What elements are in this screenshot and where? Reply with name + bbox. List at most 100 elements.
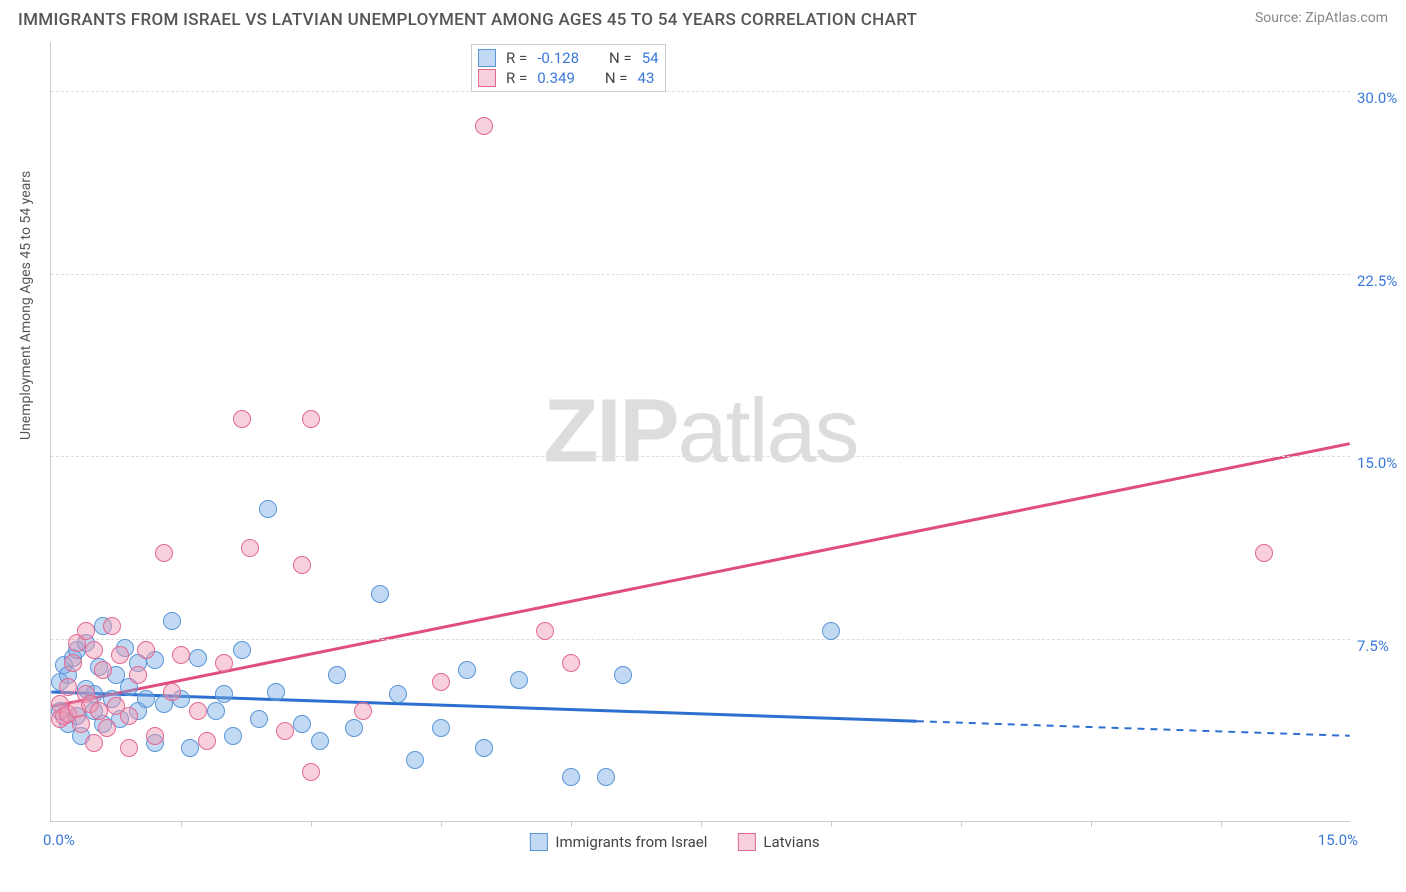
scatter-point [562, 654, 580, 672]
scatter-point [475, 117, 493, 135]
scatter-point [562, 768, 580, 786]
scatter-point [276, 722, 294, 740]
scatter-point [77, 622, 95, 640]
legend-n-label: N = [605, 69, 628, 87]
scatter-point [1255, 544, 1273, 562]
source-label: Source: ZipAtlas.com [1255, 10, 1388, 26]
scatter-point [822, 622, 840, 640]
scatter-point [198, 732, 216, 750]
legend-n-label: N = [609, 49, 632, 67]
y-axis-label: Unemployment Among Ages 45 to 54 years [18, 171, 34, 440]
scatter-point [207, 702, 225, 720]
series-legend-label: Latvians [763, 833, 819, 851]
scatter-point [64, 654, 82, 672]
scatter-point [293, 556, 311, 574]
scatter-point [293, 715, 311, 733]
x-minor-tick [181, 821, 182, 827]
scatter-point [250, 710, 268, 728]
watermark: ZIPatlas [543, 380, 857, 483]
chart-title: IMMIGRANTS FROM ISRAEL VS LATVIAN UNEMPL… [18, 10, 917, 30]
scatter-point [155, 544, 173, 562]
scatter-point [146, 727, 164, 745]
legend-r-value: -0.128 [537, 49, 579, 67]
scatter-point [129, 666, 147, 684]
legend-r-label: R = [506, 49, 527, 67]
scatter-point [406, 751, 424, 769]
scatter-point [432, 719, 450, 737]
x-tick-left: 0.0% [43, 831, 75, 849]
trend-line-dashed [917, 721, 1350, 736]
scatter-point [389, 685, 407, 703]
scatter-point [189, 649, 207, 667]
scatter-point [215, 685, 233, 703]
x-minor-tick [311, 821, 312, 827]
series-legend-item: Latvians [737, 833, 819, 851]
scatter-point [111, 646, 129, 664]
watermark-bold: ZIP [543, 381, 677, 481]
y-tick-label: 30.0% [1357, 89, 1406, 107]
scatter-point [614, 666, 632, 684]
scatter-point [328, 666, 346, 684]
gridline [51, 274, 1350, 275]
scatter-point [233, 641, 251, 659]
scatter-point [224, 727, 242, 745]
scatter-point [137, 690, 155, 708]
trend-line-solid [51, 444, 1349, 707]
scatter-point [432, 673, 450, 691]
x-minor-tick [831, 821, 832, 827]
series-legend-item: Immigrants from Israel [529, 833, 707, 851]
y-tick-label: 22.5% [1357, 272, 1406, 290]
x-minor-tick [1221, 821, 1222, 827]
scatter-point [90, 702, 108, 720]
scatter-point [259, 500, 277, 518]
x-minor-tick [961, 821, 962, 827]
plot-area: ZIPatlas 7.5%15.0%22.5%30.0%0.0%15.0%R =… [50, 42, 1350, 822]
series-legend: Immigrants from Israel Latvians [529, 833, 819, 851]
legend-r-value: 0.349 [537, 69, 575, 87]
scatter-point [241, 539, 259, 557]
legend-r-label: R = [506, 69, 527, 87]
scatter-point [59, 678, 77, 696]
x-minor-tick [701, 821, 702, 827]
scatter-point [172, 646, 190, 664]
legend-swatch [737, 833, 755, 851]
scatter-point [85, 734, 103, 752]
trend-lines-svg [51, 42, 1350, 821]
scatter-point [354, 702, 372, 720]
scatter-point [371, 585, 389, 603]
scatter-point [181, 739, 199, 757]
x-minor-tick [1091, 821, 1092, 827]
legend-swatch [529, 833, 547, 851]
x-minor-tick [571, 821, 572, 827]
y-tick-label: 15.0% [1357, 454, 1406, 472]
gridline [51, 639, 1350, 640]
gridline [51, 456, 1350, 457]
gridline [51, 91, 1350, 92]
scatter-point [302, 763, 320, 781]
legend-n-value: 43 [638, 69, 655, 87]
scatter-point [85, 641, 103, 659]
series-legend-label: Immigrants from Israel [555, 833, 707, 851]
scatter-point [215, 654, 233, 672]
scatter-point [302, 410, 320, 428]
scatter-point [94, 661, 112, 679]
scatter-point [475, 739, 493, 757]
x-tick-right: 15.0% [1318, 831, 1358, 849]
scatter-point [163, 683, 181, 701]
scatter-point [103, 617, 121, 635]
scatter-point [163, 612, 181, 630]
scatter-point [233, 410, 251, 428]
y-tick-label: 7.5% [1357, 637, 1406, 655]
correlation-legend: R = -0.128 N = 54 R = 0.349 N = 43 [471, 44, 666, 92]
legend-n-value: 54 [642, 49, 659, 67]
scatter-point [267, 683, 285, 701]
scatter-point [98, 719, 116, 737]
x-minor-tick [441, 821, 442, 827]
scatter-point [536, 622, 554, 640]
scatter-point [311, 732, 329, 750]
scatter-point [345, 719, 363, 737]
scatter-point [72, 715, 90, 733]
correlation-legend-row: R = 0.349 N = 43 [478, 68, 659, 88]
scatter-point [120, 707, 138, 725]
scatter-point [510, 671, 528, 689]
